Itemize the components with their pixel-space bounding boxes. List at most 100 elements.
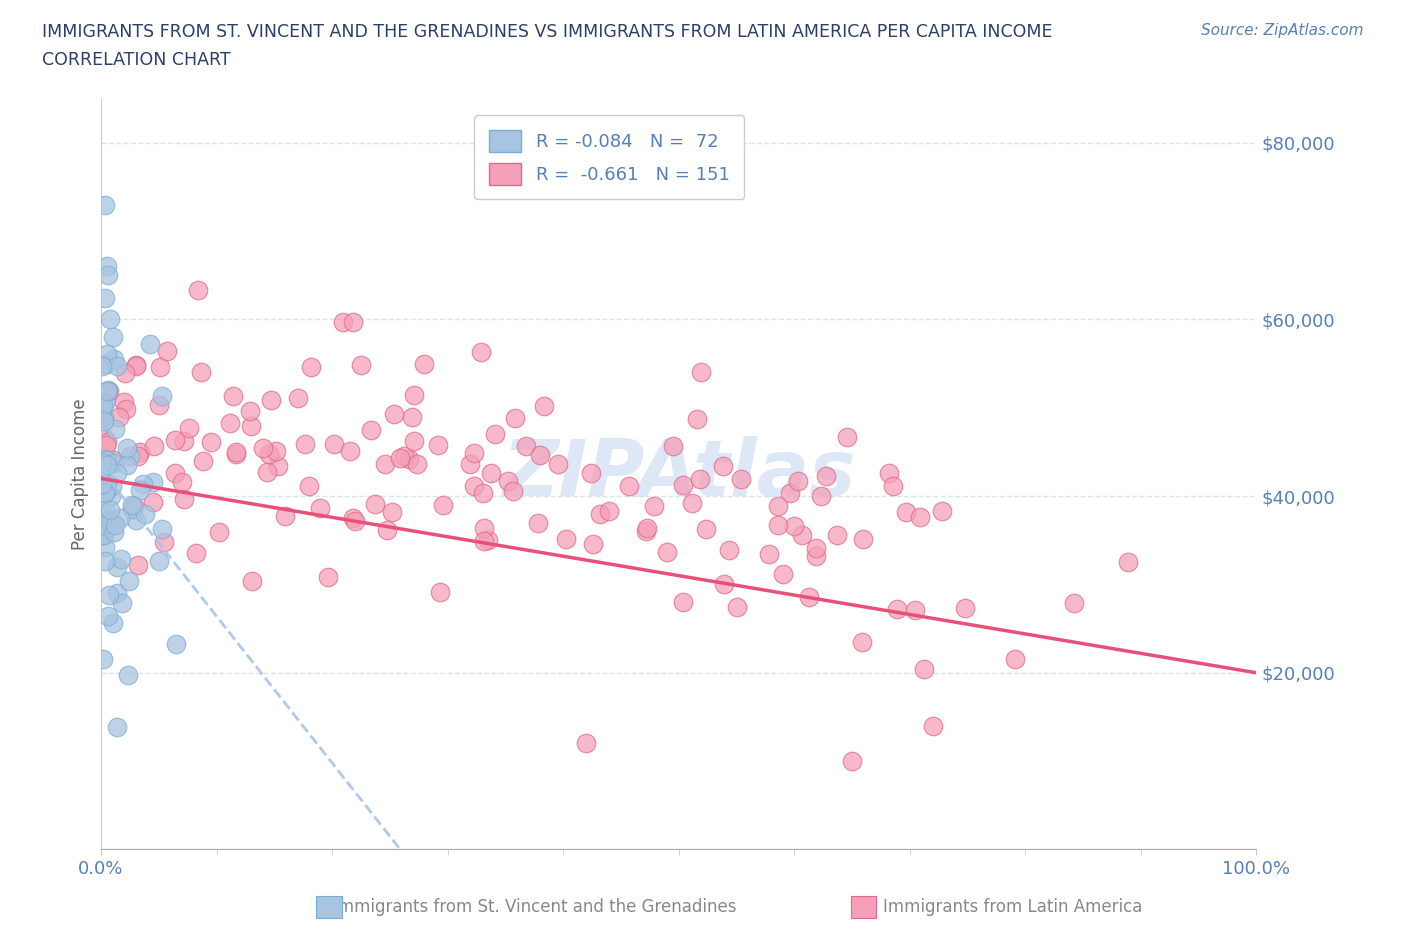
Point [470, 344, 492, 359]
Point [533, 398, 555, 413]
Point [93, 527, 115, 542]
Point [381, 504, 404, 519]
Point [360, 422, 382, 437]
Point [125, 512, 148, 527]
Point [186, 546, 208, 561]
Point [401, 410, 423, 425]
Point [97, 588, 120, 603]
Point [429, 584, 451, 599]
Point [142, 439, 165, 454]
Point [93, 540, 115, 555]
Point [398, 452, 420, 467]
Point [342, 512, 364, 526]
Point [619, 478, 641, 493]
Point [103, 525, 125, 539]
Point [388, 451, 411, 466]
Point [1116, 554, 1139, 569]
Point [547, 457, 569, 472]
Point [111, 596, 134, 611]
Point [91, 517, 114, 532]
Point [1063, 595, 1085, 610]
Point [758, 547, 780, 562]
Point [339, 444, 361, 458]
Point [852, 532, 875, 547]
Point [711, 458, 734, 473]
Point [643, 499, 665, 514]
Point [208, 525, 231, 539]
Point [240, 574, 263, 589]
Point [97, 268, 120, 283]
Point [115, 402, 138, 417]
Point [105, 358, 128, 373]
Point [142, 474, 165, 489]
Point [686, 411, 709, 426]
Point [94, 502, 117, 517]
Point [100, 515, 122, 530]
Point [149, 360, 172, 375]
Point [322, 436, 344, 451]
Point [96, 484, 118, 498]
Point [108, 511, 131, 525]
Point [931, 504, 953, 519]
Point [96, 476, 118, 491]
Point [790, 527, 813, 542]
Point [117, 668, 139, 683]
Point [695, 522, 717, 537]
Point [91, 359, 114, 374]
Point [101, 330, 124, 345]
Point [259, 392, 281, 407]
Point [342, 314, 364, 329]
Point [91, 397, 114, 412]
Point [96, 609, 118, 624]
Point [98, 312, 121, 327]
Point [921, 718, 943, 733]
Point [463, 478, 485, 493]
Point [806, 540, 828, 555]
Point [636, 521, 658, 536]
Point [256, 465, 278, 480]
Point [267, 458, 290, 473]
Point [173, 492, 195, 507]
Point [172, 474, 194, 489]
Point [827, 528, 849, 543]
Point [118, 574, 141, 589]
Text: Immigrants from St. Vincent and the Grenadines: Immigrants from St. Vincent and the Gren… [333, 897, 735, 916]
Point [713, 577, 735, 591]
Point [148, 553, 170, 568]
Point [779, 485, 801, 500]
Point [555, 532, 578, 547]
Point [364, 497, 387, 512]
Point [148, 397, 170, 412]
Point [730, 472, 752, 486]
Point [882, 479, 904, 494]
Point [404, 388, 426, 403]
Point [156, 344, 179, 359]
Point [294, 437, 316, 452]
Point [115, 458, 138, 472]
Point [472, 521, 495, 536]
Point [112, 394, 135, 409]
Point [904, 603, 927, 618]
Point [274, 509, 297, 524]
Point [799, 590, 821, 604]
Point [98, 502, 121, 517]
Point [93, 413, 115, 428]
Point [121, 501, 143, 516]
Point [402, 433, 425, 448]
Point [427, 438, 450, 453]
Point [94, 438, 117, 453]
Point [90, 527, 112, 542]
Point [299, 359, 322, 374]
Point [190, 365, 212, 379]
Point [103, 352, 125, 366]
Point [96, 453, 118, 468]
Point [105, 466, 128, 481]
Point [392, 448, 415, 463]
Point [115, 441, 138, 456]
Point [406, 457, 429, 472]
Point [886, 602, 908, 617]
Point [316, 569, 339, 584]
Point [124, 357, 146, 372]
Point [91, 651, 114, 666]
Point [252, 441, 274, 456]
